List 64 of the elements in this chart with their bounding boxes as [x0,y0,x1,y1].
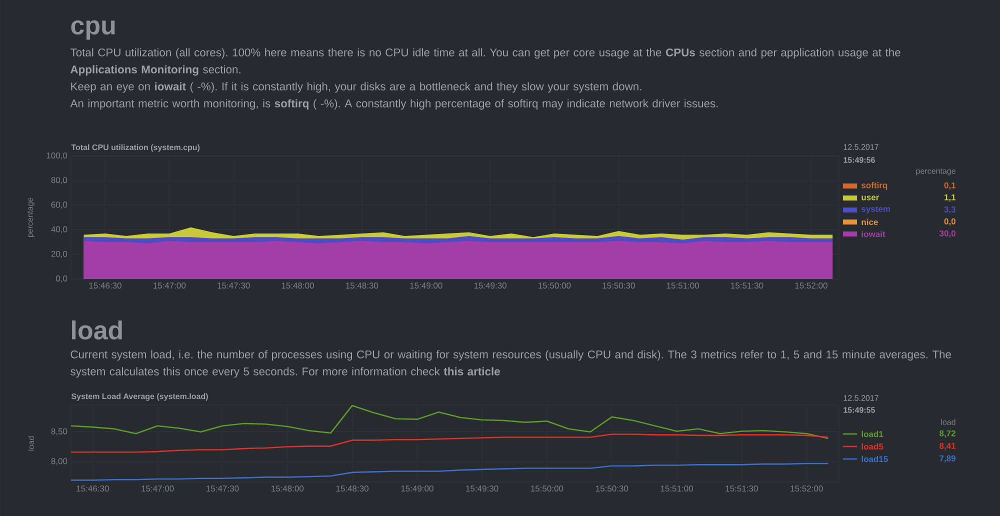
y-tick-label: 100,0 [46,152,68,160]
y-tick-label: 80,0 [51,177,68,184]
text: An important metric worth monitoring, is softirq ( -%). A constantly high percentage of softirq may indicate network driver issues. [70,99,718,110]
text: 3,3 [944,206,956,214]
x-tick-label: 15:49:00 [401,486,434,492]
legend-label: user [862,196,880,200]
text: Current system load, i.e. the number of processes using CPU or waiting for system resources (usually CPU and disk). The 3 metrics refer to 1, 5 and 15 minute averages. The system calculates this once every 5 seconds. For more information check this article [70,350,951,378]
legend-title: percentage [916,168,956,176]
x-tick-label: 15:51:30 [726,486,758,492]
y-axis-title: load [28,436,34,451]
legend-label: load1 [862,430,884,438]
x-tick-label: 15:50:30 [602,282,635,289]
text: 0,1 [944,182,956,190]
text: 15:49:56 [844,157,875,163]
chart-subtitle: System Load Average (system.load) [71,393,208,401]
legend-title: load [941,419,956,425]
x-tick-label: 15:46:30 [76,486,109,492]
x-tick-label: 15:47:00 [142,486,174,492]
legend-label: softirq [862,182,888,190]
text: Keep an eye on iowait ( -%). If it is constantly high, your disks are a bottleneck and they slow your system down. [71,82,642,93]
x-tick-label: 15:50:30 [596,486,628,492]
x-tick-label: 15:47:30 [206,486,239,492]
legend-label: system [862,206,890,214]
chart-title: cpu [71,20,115,40]
x-tick-label: 15:51:30 [731,282,764,289]
text: 30,0 [939,230,956,238]
x-tick-label: 15:52:00 [795,282,828,289]
legend-label: nice [862,218,878,226]
chart-subtitle: Total CPU utilization (system.cpu) [71,144,200,152]
x-tick-label: 15:52:00 [790,486,823,492]
x-tick-label: 15:49:30 [466,486,498,492]
x-tick-label: 15:50:00 [538,282,571,289]
text: Total CPU utilization (all cores). 100% here means there is no CPU idle time at all. You can get per core usage at the CPUs section and per application usage at the Applications Monitoring section. [70,48,900,76]
legend-label: load5 [862,443,884,450]
x-tick-label: 15:48:00 [271,486,304,492]
x-tick-label: 15:51:00 [660,486,693,492]
text: 8,72 [940,430,956,438]
y-axis-title: percentage [28,198,34,237]
x-tick-label: 15:48:30 [346,282,378,289]
y-tick-label: 8,00 [51,458,68,466]
text: 12.5.2017 [844,395,878,401]
x-tick-label: 15:48:00 [282,282,314,289]
y-tick-label: 60,0 [51,202,68,209]
legend-label: load15 [862,456,888,462]
text: 12.5.2017 [844,144,878,150]
x-tick-label: 15:49:30 [474,282,506,289]
text: 8,41 [940,442,956,450]
y-tick-label: 20,0 [51,250,68,258]
y-tick-label: 40,0 [51,226,68,234]
x-tick-label: 15:51:00 [666,282,700,289]
text: 15:49:55 [844,407,875,413]
chart-title: load [72,320,122,340]
x-tick-label: 15:47:30 [218,282,250,289]
text: 7,89 [940,455,956,463]
x-tick-label: 15:47:00 [153,282,186,289]
x-tick-label: 15:46:30 [89,282,122,289]
x-tick-label: 15:50:00 [531,486,564,492]
legend-label: iowait [862,230,886,238]
text: 1,1 [944,194,956,202]
text: 0,0 [944,218,956,226]
x-tick-label: 15:48:30 [336,486,368,492]
y-tick-label: 0,0 [56,275,68,282]
x-tick-label: 15:49:00 [410,282,442,289]
y-tick-label: 8,50 [51,428,68,436]
